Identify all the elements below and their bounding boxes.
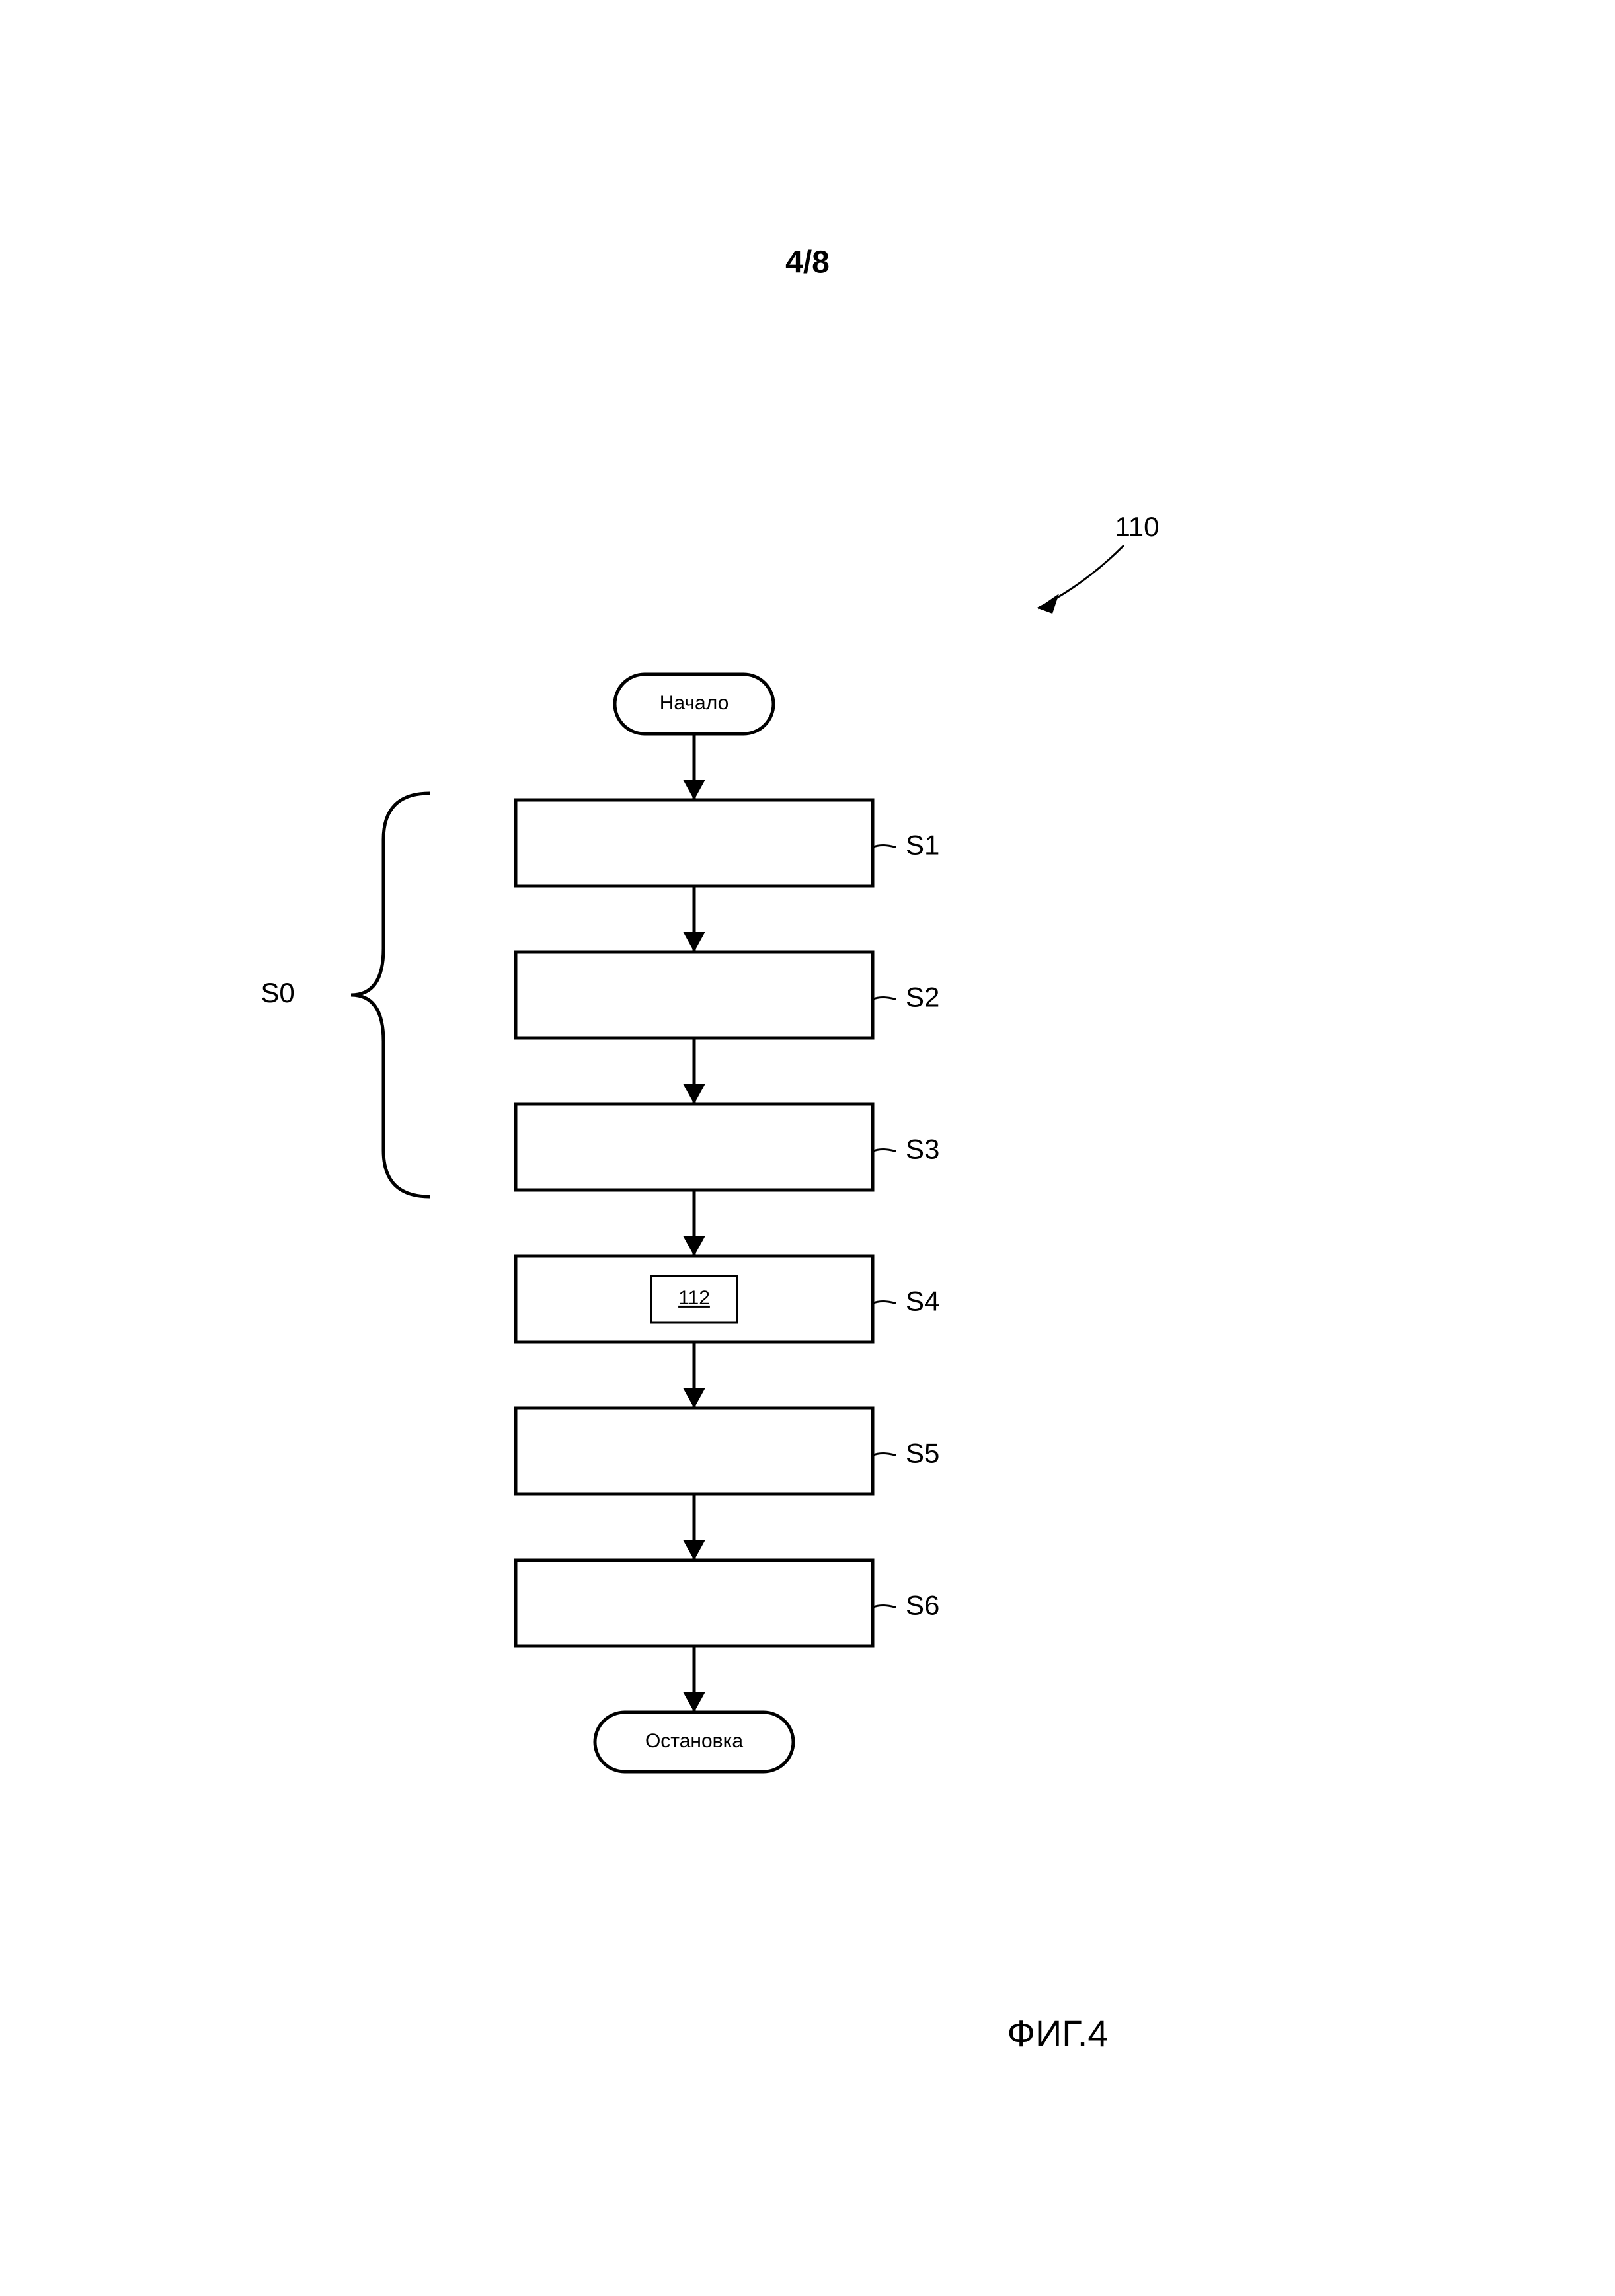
step-box-5 — [516, 1408, 873, 1494]
group-label: S0 — [260, 977, 294, 1008]
group-brace — [351, 793, 430, 1197]
step4-inner-label: 112 — [678, 1287, 710, 1309]
ref-number: 110 — [1115, 511, 1160, 542]
step-box-1 — [516, 800, 873, 886]
step-label-3: S3 — [906, 1134, 939, 1165]
step-box-6 — [516, 1560, 873, 1646]
step-label-2: S2 — [906, 982, 939, 1013]
step-label-4: S4 — [906, 1286, 939, 1317]
stop-label: Остановка — [645, 1730, 743, 1752]
page-header: 4/8 — [785, 245, 830, 280]
figure-caption: ФИГ.4 — [1007, 2012, 1108, 2054]
step-label-5: S5 — [906, 1438, 939, 1469]
start-label: Начало — [660, 692, 729, 714]
step-label-6: S6 — [906, 1590, 939, 1621]
ref-leader — [1038, 545, 1124, 608]
step-box-3 — [516, 1104, 873, 1190]
step-label-1: S1 — [906, 830, 939, 861]
step-box-2 — [516, 952, 873, 1038]
